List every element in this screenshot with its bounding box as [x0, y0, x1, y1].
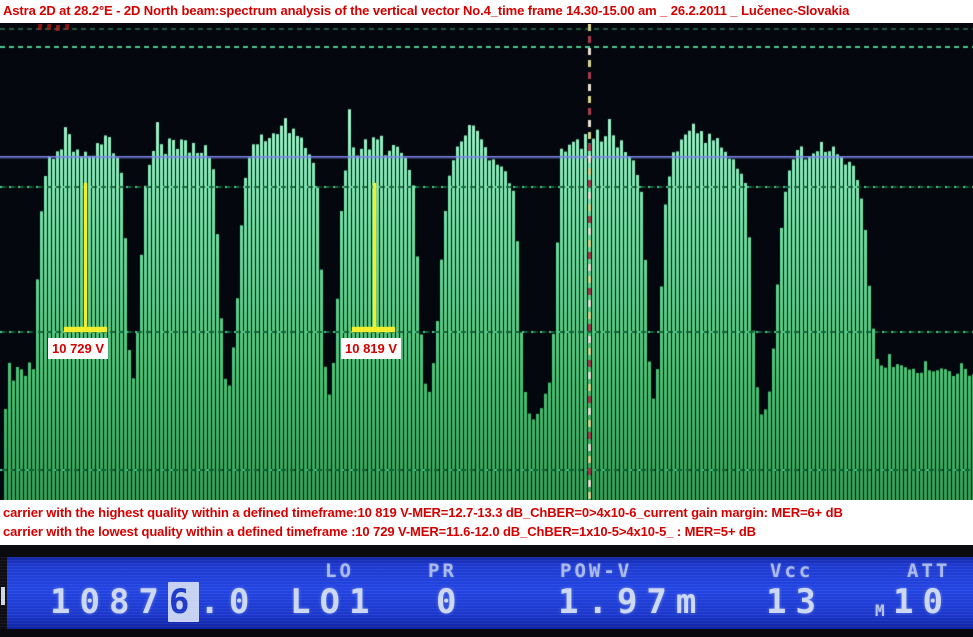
- info-line-lowest-quality: carrier with the lowest quality within a…: [3, 524, 756, 539]
- pow-v-header: POW-V: [560, 560, 633, 582]
- status-panel: LO PR POW-V Vcc ATT 10876.0 LO1 0 1.97m …: [0, 557, 973, 629]
- lo-header: LO: [325, 560, 354, 582]
- marker-cap-10819: [352, 327, 395, 332]
- clipped-red-artifact: [37, 24, 43, 30]
- panel-left-mark: [1, 587, 5, 605]
- marker-cap-10729: [64, 327, 107, 332]
- marker-line-10729: [84, 183, 87, 330]
- title-bar: Astra 2D at 28.2°E - 2D North beam:spect…: [0, 0, 973, 23]
- info-line-highest-quality: carrier with the highest quality within …: [3, 505, 843, 520]
- vcc-value: 13: [766, 582, 825, 622]
- marker-line-10819: [373, 183, 376, 330]
- frequency-suffix: .0: [199, 582, 259, 622]
- marker-label-10729: 10 729 V: [48, 338, 109, 359]
- pr-value: 0: [436, 582, 466, 622]
- lo-value: LO1: [290, 582, 379, 622]
- frequency-prefix: 1087: [50, 582, 168, 622]
- att-mode-prefix: M: [875, 601, 886, 620]
- att-value: 10: [893, 582, 952, 622]
- spectrum-area: 10 729 V 10 819 V: [0, 23, 973, 500]
- pow-v-value: 1.97m: [558, 582, 706, 622]
- receiver-status-bar: LO PR POW-V Vcc ATT 10876.0 LO1 0 1.97m …: [0, 557, 973, 637]
- separator-strip: [0, 545, 973, 557]
- frequency-display: 10876.0: [50, 582, 259, 622]
- marker-label-10819: 10 819 V: [341, 338, 402, 359]
- page-title: Astra 2D at 28.2°E - 2D North beam:spect…: [3, 3, 850, 18]
- spectrum-plot: [0, 24, 973, 500]
- frequency-highlight-digit: 6: [167, 582, 200, 622]
- vcc-header: Vcc: [770, 560, 814, 582]
- att-header: ATT: [907, 560, 951, 582]
- pr-header: PR: [428, 560, 457, 582]
- info-band: carrier with the highest quality within …: [0, 500, 973, 545]
